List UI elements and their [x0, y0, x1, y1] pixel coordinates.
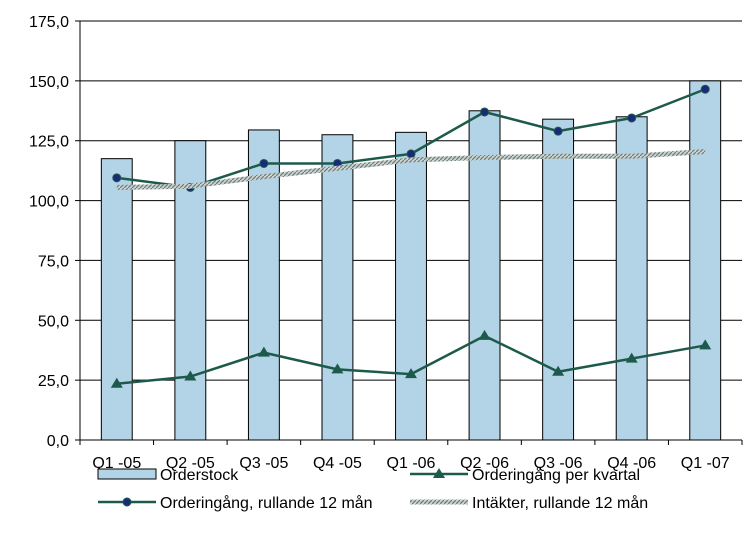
x-axis-ticks: Q1 -05 Q2 -05 Q3 -05 Q4 -05 Q1 -06 Q2 -06 Q3 -…	[92, 455, 729, 472]
y-tick-label: 25,0	[38, 373, 69, 390]
y-tick-label: 150,0	[29, 74, 69, 91]
x-tick-label: Q3 -05	[239, 455, 288, 472]
bar	[395, 131, 427, 441]
data-point	[625, 352, 638, 363]
data-point	[700, 84, 710, 94]
bar	[100, 158, 133, 441]
y-tick-label: 100,0	[29, 194, 69, 211]
y-tick-label: 175,0	[29, 14, 69, 31]
data-point	[112, 173, 122, 183]
data-point	[480, 107, 490, 117]
bar	[247, 129, 280, 441]
data-point	[110, 377, 123, 388]
legend-label: Orderingång per kvartal	[472, 466, 640, 484]
data-point	[552, 365, 565, 376]
axes	[75, 20, 743, 445]
bar	[468, 110, 501, 441]
legend-label: Intäkter, rullande 12 mån	[472, 494, 648, 512]
x-tick-label: Q4 -06	[607, 455, 656, 472]
x-tick-label: Q2 -05	[166, 455, 215, 472]
legend-label: Orderingång, rullande 12 mån	[160, 494, 373, 512]
data-point	[259, 158, 269, 168]
data-point	[553, 126, 563, 136]
data-point	[699, 339, 712, 350]
legend-swatch	[97, 468, 157, 480]
y-tick-label: 50,0	[38, 313, 69, 330]
x-tick-label: Q1 -05	[92, 455, 141, 472]
legend-label: Orderstock	[160, 467, 239, 484]
data-point	[405, 368, 417, 379]
x-tick-label: Q2 -06	[460, 455, 509, 472]
x-tick-label: Q3 -06	[534, 455, 583, 472]
data-point	[184, 370, 197, 381]
line-series	[110, 84, 712, 388]
data-point	[331, 363, 344, 374]
x-tick-label: Q1 -06	[387, 455, 436, 472]
legend: Orderstock Orderingång per kvartal Orderin…	[97, 466, 648, 512]
bar-series	[100, 80, 722, 441]
x-tick-label: Q1 -07	[681, 455, 730, 472]
legend-marker	[122, 497, 132, 507]
bar	[542, 118, 575, 441]
y-tick-label: 75,0	[38, 253, 69, 270]
data-point	[478, 329, 491, 340]
y-axis-ticks: 0,0 25,0 50,0 75,0 100,0 125,0 150,0 175,0	[29, 14, 69, 450]
data-point	[406, 149, 416, 159]
bar	[321, 134, 354, 441]
data-point	[257, 346, 270, 357]
bar	[689, 80, 722, 441]
bar	[615, 116, 648, 441]
data-point	[627, 113, 637, 123]
legend-marker	[433, 468, 445, 478]
y-tick-label: 0,0	[47, 433, 69, 450]
x-tick-label: Q4 -05	[313, 455, 362, 472]
series-line	[116, 148, 706, 190]
y-tick-label: 125,0	[29, 134, 69, 151]
